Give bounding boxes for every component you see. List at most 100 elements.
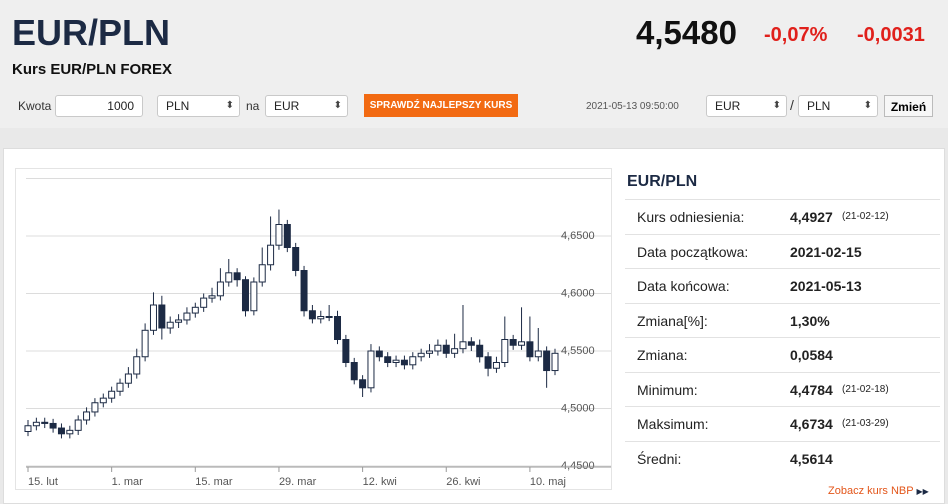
amount-label: Kwota [18,99,52,113]
stats-row: Minimum: 4,4784 (21-02-18) [625,371,940,407]
candle-body [250,281,258,312]
stats-note: (21-02-12) [842,211,889,222]
candle-body [451,348,459,354]
stats-label: Data początkowa: [637,243,749,260]
candle-body [267,244,275,266]
base-select[interactable]: EUR [706,95,787,117]
candle-body [99,397,107,404]
candle-body [409,356,417,366]
candle-body [434,344,442,352]
candle-body [300,270,308,312]
candle-body [417,352,425,358]
candle-body [334,316,342,340]
stats-label: Zmiana[%]: [637,312,708,329]
candle-body [375,350,383,358]
candle-body [367,350,375,389]
stats-title: EUR/PLN [627,173,698,190]
candle-body [91,402,99,413]
amount-input[interactable]: 1000 [55,95,143,117]
nbp-link[interactable]: Zobacz kurs NBP ▶▶ [828,485,929,497]
x-tick-label: 1. mar [112,476,144,488]
x-tick-label: 29. mar [279,476,317,488]
candle-body [509,339,517,346]
candle-body [74,419,82,431]
candle-body [32,421,40,427]
candle-body [116,382,124,392]
candle-body [275,224,283,246]
candle-body [216,281,224,297]
stats-value: 2021-02-15 [790,243,862,260]
candle-body [400,359,408,366]
title: EUR/PLN [12,12,171,53]
candle-body [484,356,492,369]
candle-body [83,411,91,421]
candle-body [49,422,57,429]
stats-row: Data końcowa: 2021-05-13 [625,268,940,303]
candle-body [175,319,183,323]
candle-body [308,310,316,320]
candle-body [283,224,291,248]
candle-body [501,339,509,363]
change: -0,0031 [857,24,925,46]
candle-body [543,350,551,372]
candle-body [166,321,174,329]
candle-body [392,359,400,363]
x-tick-label: 10. maj [530,476,566,488]
best-rate-button[interactable]: SPRAWDŹ NAJLEPSZY KURS [364,94,518,117]
candle-body [133,356,141,375]
stats-label: Maksimum: [637,416,709,432]
candle-body [241,279,249,312]
candle-body [183,312,191,321]
candle-body [200,297,208,308]
x-tick-label: 26. kwi [446,476,480,488]
candle-body [518,341,526,346]
stats-note: (21-02-18) [842,383,889,395]
stats-value: 4,4784 [790,381,833,398]
change-button[interactable]: Zmień [884,95,933,117]
change-pct: -0,07% [764,24,828,46]
chart: 4,4500 4,5000 4,5500 4,6000 4,6500 15. lut 1. … [24,178,611,488]
timestamp: 2021-05-13 09:50:00 [586,101,679,112]
stats-value: 2021-05-13 [790,278,862,294]
y-tick-label: 4,6500 [561,230,595,242]
stats-row: Średni: 4,5614 [625,440,940,476]
y-tick-label: 4,5000 [561,402,595,414]
stats-row: Zmiana: 0,0584 [625,337,940,372]
candle-body [342,339,350,363]
stats-label: Data końcowa: [637,278,730,294]
stats-value: 0,0584 [790,347,833,363]
candle-body [551,352,559,372]
x-tick-label: 12. kwi [363,476,397,488]
x-tick-label: 15. lut [28,476,58,488]
y-tick-label: 4,5500 [561,345,595,357]
stats-value: 4,5614 [790,450,833,467]
candle-body [41,421,49,424]
candle-body [208,295,216,299]
stats-value: 1,30% [790,312,830,329]
stats-row: Kurs odniesienia: 4,4927 (21-02-12) [625,199,940,234]
candle-body [124,373,132,384]
candle-body [459,341,467,350]
candle-body [225,272,233,283]
candle-body [233,272,241,281]
candle-body [325,316,333,318]
to-select[interactable]: EUR [265,95,348,117]
candle-body [317,316,325,320]
y-tick-label: 4,6000 [561,287,595,299]
stats-value: 4,4927 [790,209,833,225]
quote-select[interactable]: PLN [798,95,878,117]
candle-body [476,344,484,358]
stats-label: Zmiana: [637,347,688,363]
candle-body [526,341,534,358]
candle-body [534,350,542,358]
nbp-link-text[interactable]: Zobacz kurs NBP [828,485,914,497]
to-label: na [246,99,260,113]
stats-note: (21-03-29) [842,418,889,429]
candle-body [350,362,358,381]
stats-row: Maksimum: 4,6734 (21-03-29) [625,406,940,441]
stats-row: Zmiana[%]: 1,30% [625,302,940,338]
stats-label: Minimum: [637,381,698,398]
candle-body [426,350,434,354]
from-select[interactable]: PLN [157,95,240,117]
